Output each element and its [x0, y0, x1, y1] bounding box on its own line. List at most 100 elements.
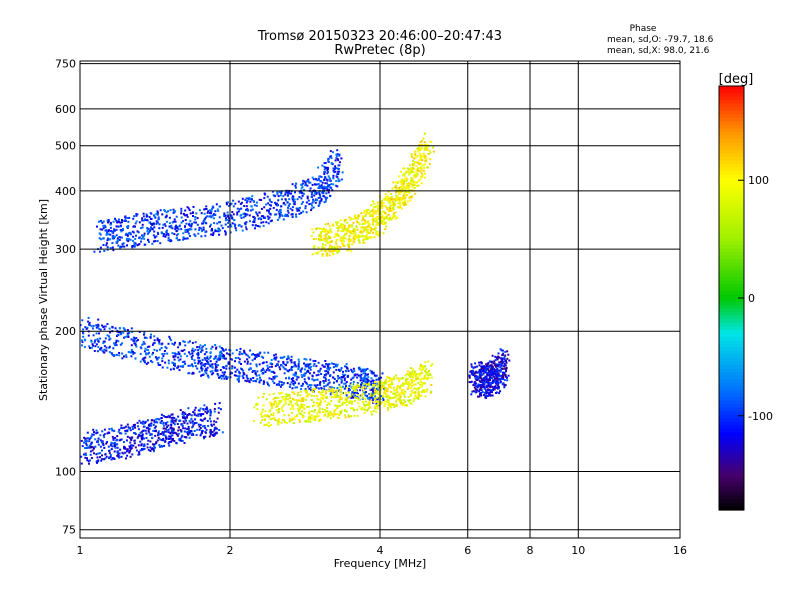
data-point	[209, 417, 211, 420]
data-point	[320, 393, 323, 396]
data-point	[318, 227, 321, 230]
data-point	[385, 215, 388, 218]
data-point	[153, 348, 156, 351]
data-point	[136, 449, 138, 452]
data-point	[328, 390, 331, 393]
data-point	[217, 227, 220, 230]
data-point	[255, 201, 258, 204]
data-point	[396, 198, 399, 201]
data-point	[407, 200, 410, 203]
data-point	[386, 207, 389, 210]
data-point	[240, 207, 243, 210]
data-point	[424, 370, 427, 372]
data-point	[206, 355, 209, 358]
data-point	[261, 362, 264, 365]
data-point	[275, 356, 278, 359]
data-point	[93, 250, 96, 253]
data-point	[488, 370, 491, 373]
data-point	[211, 363, 214, 366]
data-point	[256, 225, 259, 227]
data-point	[295, 207, 298, 210]
data-point	[181, 411, 184, 414]
data-point	[389, 383, 392, 386]
data-point	[152, 448, 155, 451]
data-point	[422, 164, 425, 167]
data-point	[369, 210, 372, 213]
data-point	[417, 396, 420, 399]
data-point	[376, 382, 379, 385]
data-point	[108, 351, 111, 354]
data-point	[356, 217, 359, 220]
data-point	[349, 240, 352, 243]
data-point	[403, 204, 406, 207]
data-point	[240, 225, 243, 228]
data-point	[105, 244, 108, 247]
data-point	[342, 223, 345, 226]
data-point	[280, 192, 283, 195]
data-point	[115, 341, 118, 344]
data-point	[206, 366, 209, 369]
data-point	[394, 392, 397, 395]
data-point	[204, 208, 207, 210]
data-point	[253, 204, 256, 207]
colorbar-segment	[719, 234, 744, 239]
data-point	[141, 217, 144, 220]
data-point	[203, 363, 206, 366]
data-point	[172, 208, 175, 211]
data-point	[321, 408, 324, 411]
data-point	[391, 202, 394, 205]
data-point	[214, 228, 217, 231]
data-point	[153, 443, 156, 446]
data-point	[289, 401, 292, 404]
data-point	[274, 358, 277, 361]
data-point	[262, 215, 265, 218]
data-point	[423, 376, 426, 378]
data-point	[188, 413, 191, 416]
data-point	[207, 362, 210, 365]
data-point	[344, 398, 347, 401]
data-point	[378, 232, 381, 235]
data-point	[297, 382, 300, 385]
data-point	[354, 234, 357, 237]
data-point	[406, 387, 409, 390]
data-point	[111, 445, 114, 448]
data-point	[211, 365, 214, 368]
data-point	[411, 368, 414, 371]
data-point	[291, 417, 294, 420]
data-point	[137, 435, 140, 438]
data-point	[323, 178, 326, 181]
data-point	[181, 365, 184, 368]
data-point	[121, 427, 124, 430]
data-point	[101, 237, 104, 240]
data-point	[293, 418, 296, 421]
data-point	[131, 428, 134, 430]
data-point	[133, 432, 135, 434]
data-point	[83, 441, 85, 444]
data-point	[147, 227, 150, 230]
data-point	[202, 345, 205, 348]
data-point	[373, 405, 376, 408]
data-point	[289, 192, 292, 195]
data-point	[399, 204, 402, 207]
data-point	[178, 369, 181, 372]
data-point	[307, 412, 310, 415]
data-point	[318, 203, 321, 206]
data-point	[410, 183, 413, 185]
data-point	[177, 429, 180, 432]
data-point	[307, 419, 309, 422]
data-point	[139, 449, 142, 452]
data-point	[319, 381, 322, 383]
data-point	[175, 237, 178, 240]
data-point	[298, 419, 301, 421]
data-point	[204, 344, 206, 347]
x-tick-label: 10	[571, 544, 585, 557]
data-point	[121, 451, 124, 454]
data-point	[407, 381, 410, 384]
data-point	[335, 222, 338, 225]
data-point	[282, 383, 285, 386]
data-point	[212, 231, 215, 234]
data-point	[377, 224, 380, 227]
data-point	[109, 337, 112, 340]
data-point	[92, 433, 95, 436]
data-point	[177, 426, 180, 429]
